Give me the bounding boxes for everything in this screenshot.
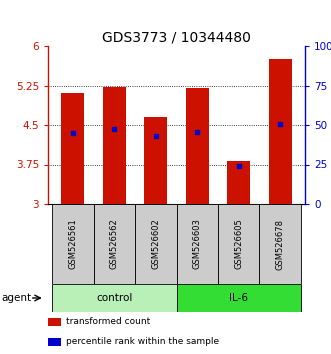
Bar [52,204,94,284]
Text: transformed count: transformed count [66,318,150,326]
Bar [218,204,260,284]
Bar [62,93,84,204]
Bar [144,117,167,204]
Bar [135,204,176,284]
Bar [94,204,135,284]
Text: GSM526603: GSM526603 [193,218,202,269]
Bar [260,204,301,284]
Bar [103,87,126,204]
Text: GSM526562: GSM526562 [110,219,119,269]
Text: control: control [96,293,132,303]
Text: GSM526602: GSM526602 [151,219,160,269]
Bar [48,338,61,346]
Text: GSM526678: GSM526678 [276,218,285,269]
Text: percentile rank within the sample: percentile rank within the sample [66,337,219,347]
Bar [269,59,292,204]
Text: GSM526605: GSM526605 [234,219,243,269]
Text: IL-6: IL-6 [229,293,248,303]
Text: GSM526561: GSM526561 [69,219,77,269]
Bar [227,161,250,204]
Text: agent: agent [2,293,32,303]
Bar [176,284,301,312]
Bar [52,284,176,312]
Title: GDS3773 / 10344480: GDS3773 / 10344480 [102,31,251,45]
Bar [176,204,218,284]
Bar [186,88,209,204]
Bar [48,318,61,326]
